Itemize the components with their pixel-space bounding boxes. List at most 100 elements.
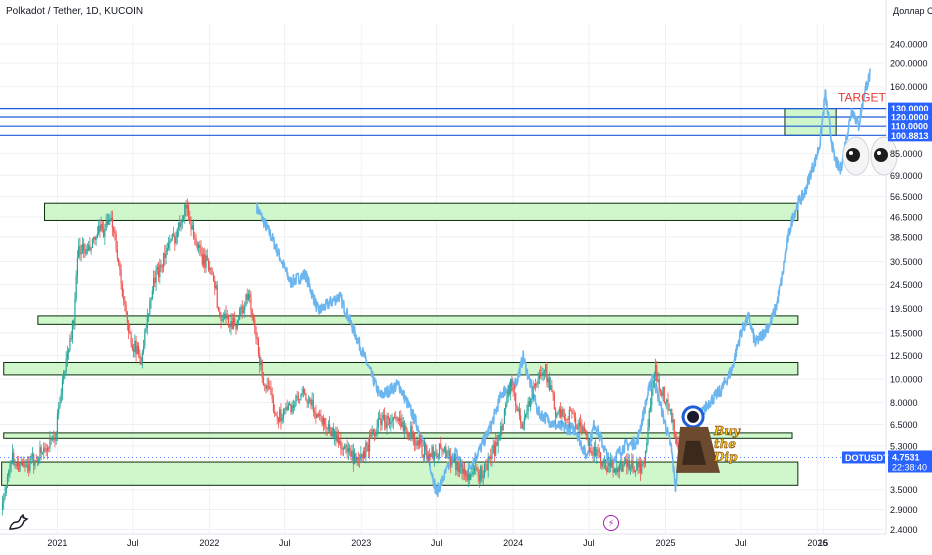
candle-body bbox=[331, 427, 333, 437]
candle-body bbox=[513, 391, 516, 393]
candle-body bbox=[457, 461, 459, 472]
candle-body bbox=[316, 413, 318, 418]
candle-body bbox=[483, 464, 486, 476]
target-label: TARGET bbox=[838, 91, 886, 105]
candle-body bbox=[232, 318, 235, 329]
candle-body bbox=[290, 403, 292, 413]
candle-body bbox=[58, 407, 60, 415]
candle-body bbox=[487, 456, 489, 471]
candle-body bbox=[642, 463, 644, 465]
candle-body bbox=[405, 425, 407, 430]
candle-body bbox=[661, 391, 663, 396]
candle-body bbox=[602, 460, 604, 467]
candle-body bbox=[515, 392, 517, 406]
candle-body bbox=[211, 273, 213, 275]
candle-body bbox=[132, 349, 135, 352]
candle-body bbox=[301, 392, 303, 396]
candle-body bbox=[528, 401, 531, 407]
candle-body bbox=[430, 453, 432, 457]
candle-body bbox=[68, 349, 70, 353]
sticker-text: the bbox=[714, 437, 736, 451]
candle-body bbox=[674, 436, 677, 439]
candle-body bbox=[537, 379, 539, 384]
candle-body bbox=[536, 383, 538, 385]
candle-body bbox=[584, 430, 587, 432]
candle-body bbox=[626, 459, 628, 468]
candle-body bbox=[516, 405, 518, 411]
candle-body bbox=[398, 417, 401, 422]
candle-body bbox=[39, 447, 41, 457]
candle-body bbox=[412, 432, 414, 440]
candle-body bbox=[65, 358, 67, 372]
candle-body bbox=[508, 389, 511, 394]
candle-body bbox=[633, 469, 635, 472]
candle-body bbox=[659, 389, 662, 392]
candle-body bbox=[46, 447, 49, 452]
sticker-face bbox=[687, 410, 700, 423]
candle-body bbox=[71, 321, 74, 339]
candle-body bbox=[94, 236, 96, 240]
candle-body bbox=[656, 365, 658, 381]
candle-body bbox=[617, 467, 619, 473]
candle-body bbox=[547, 378, 549, 383]
candle-body bbox=[401, 421, 403, 428]
candle-body bbox=[197, 245, 200, 249]
candle-body bbox=[442, 450, 444, 452]
candle-body bbox=[317, 413, 319, 416]
candle-body bbox=[99, 225, 101, 232]
candle-body bbox=[225, 313, 227, 318]
candle-body bbox=[563, 415, 565, 419]
tradingview-logo-icon[interactable] bbox=[8, 512, 30, 532]
candle-body bbox=[543, 371, 545, 373]
candle-body bbox=[276, 415, 278, 419]
level-price-tag bbox=[888, 120, 932, 133]
candle-body bbox=[527, 401, 529, 412]
candle-body bbox=[416, 440, 418, 446]
candle-body bbox=[162, 253, 165, 268]
candle-body bbox=[491, 453, 493, 459]
candle-body bbox=[410, 425, 412, 437]
candle-body bbox=[285, 406, 287, 410]
candle-body bbox=[91, 239, 93, 248]
candle-body bbox=[219, 311, 221, 317]
candle-body bbox=[557, 411, 559, 415]
candle-body bbox=[128, 322, 130, 333]
candle-body bbox=[144, 330, 146, 347]
candle-body bbox=[319, 414, 321, 416]
candle-body bbox=[326, 427, 328, 429]
time-axis-tick-label: 2024 bbox=[503, 538, 523, 548]
candle-body bbox=[190, 223, 192, 230]
candle-body bbox=[403, 425, 406, 432]
candle-body bbox=[473, 467, 476, 472]
candle-body bbox=[287, 404, 290, 411]
flash-icon[interactable]: ⚡ bbox=[603, 515, 619, 531]
candle-body bbox=[387, 415, 389, 419]
candle-body bbox=[637, 461, 639, 468]
candle-body bbox=[180, 223, 182, 228]
candle-body bbox=[465, 473, 467, 477]
candle-body bbox=[13, 452, 15, 465]
candle-body bbox=[6, 475, 9, 488]
candle-body bbox=[266, 385, 268, 390]
candle-body bbox=[542, 372, 544, 375]
candle-body bbox=[26, 464, 29, 466]
price-axis-tick-label: 19.5000 bbox=[890, 304, 923, 314]
candle-body bbox=[265, 385, 267, 390]
candle-body bbox=[432, 446, 434, 460]
candle-body bbox=[498, 435, 501, 437]
currency-label[interactable]: Доллар США bbox=[893, 6, 932, 16]
candle-body bbox=[531, 398, 533, 400]
candle-body bbox=[297, 395, 300, 400]
candle-body bbox=[74, 299, 76, 326]
candle-body bbox=[562, 409, 564, 416]
candle-body bbox=[206, 255, 208, 261]
candle-body bbox=[462, 469, 464, 474]
candle-body bbox=[216, 285, 218, 308]
candle-body bbox=[535, 383, 537, 387]
candle-body bbox=[505, 404, 507, 409]
candle-body bbox=[43, 447, 45, 453]
candle-body bbox=[294, 405, 296, 408]
candle-body bbox=[110, 217, 112, 221]
